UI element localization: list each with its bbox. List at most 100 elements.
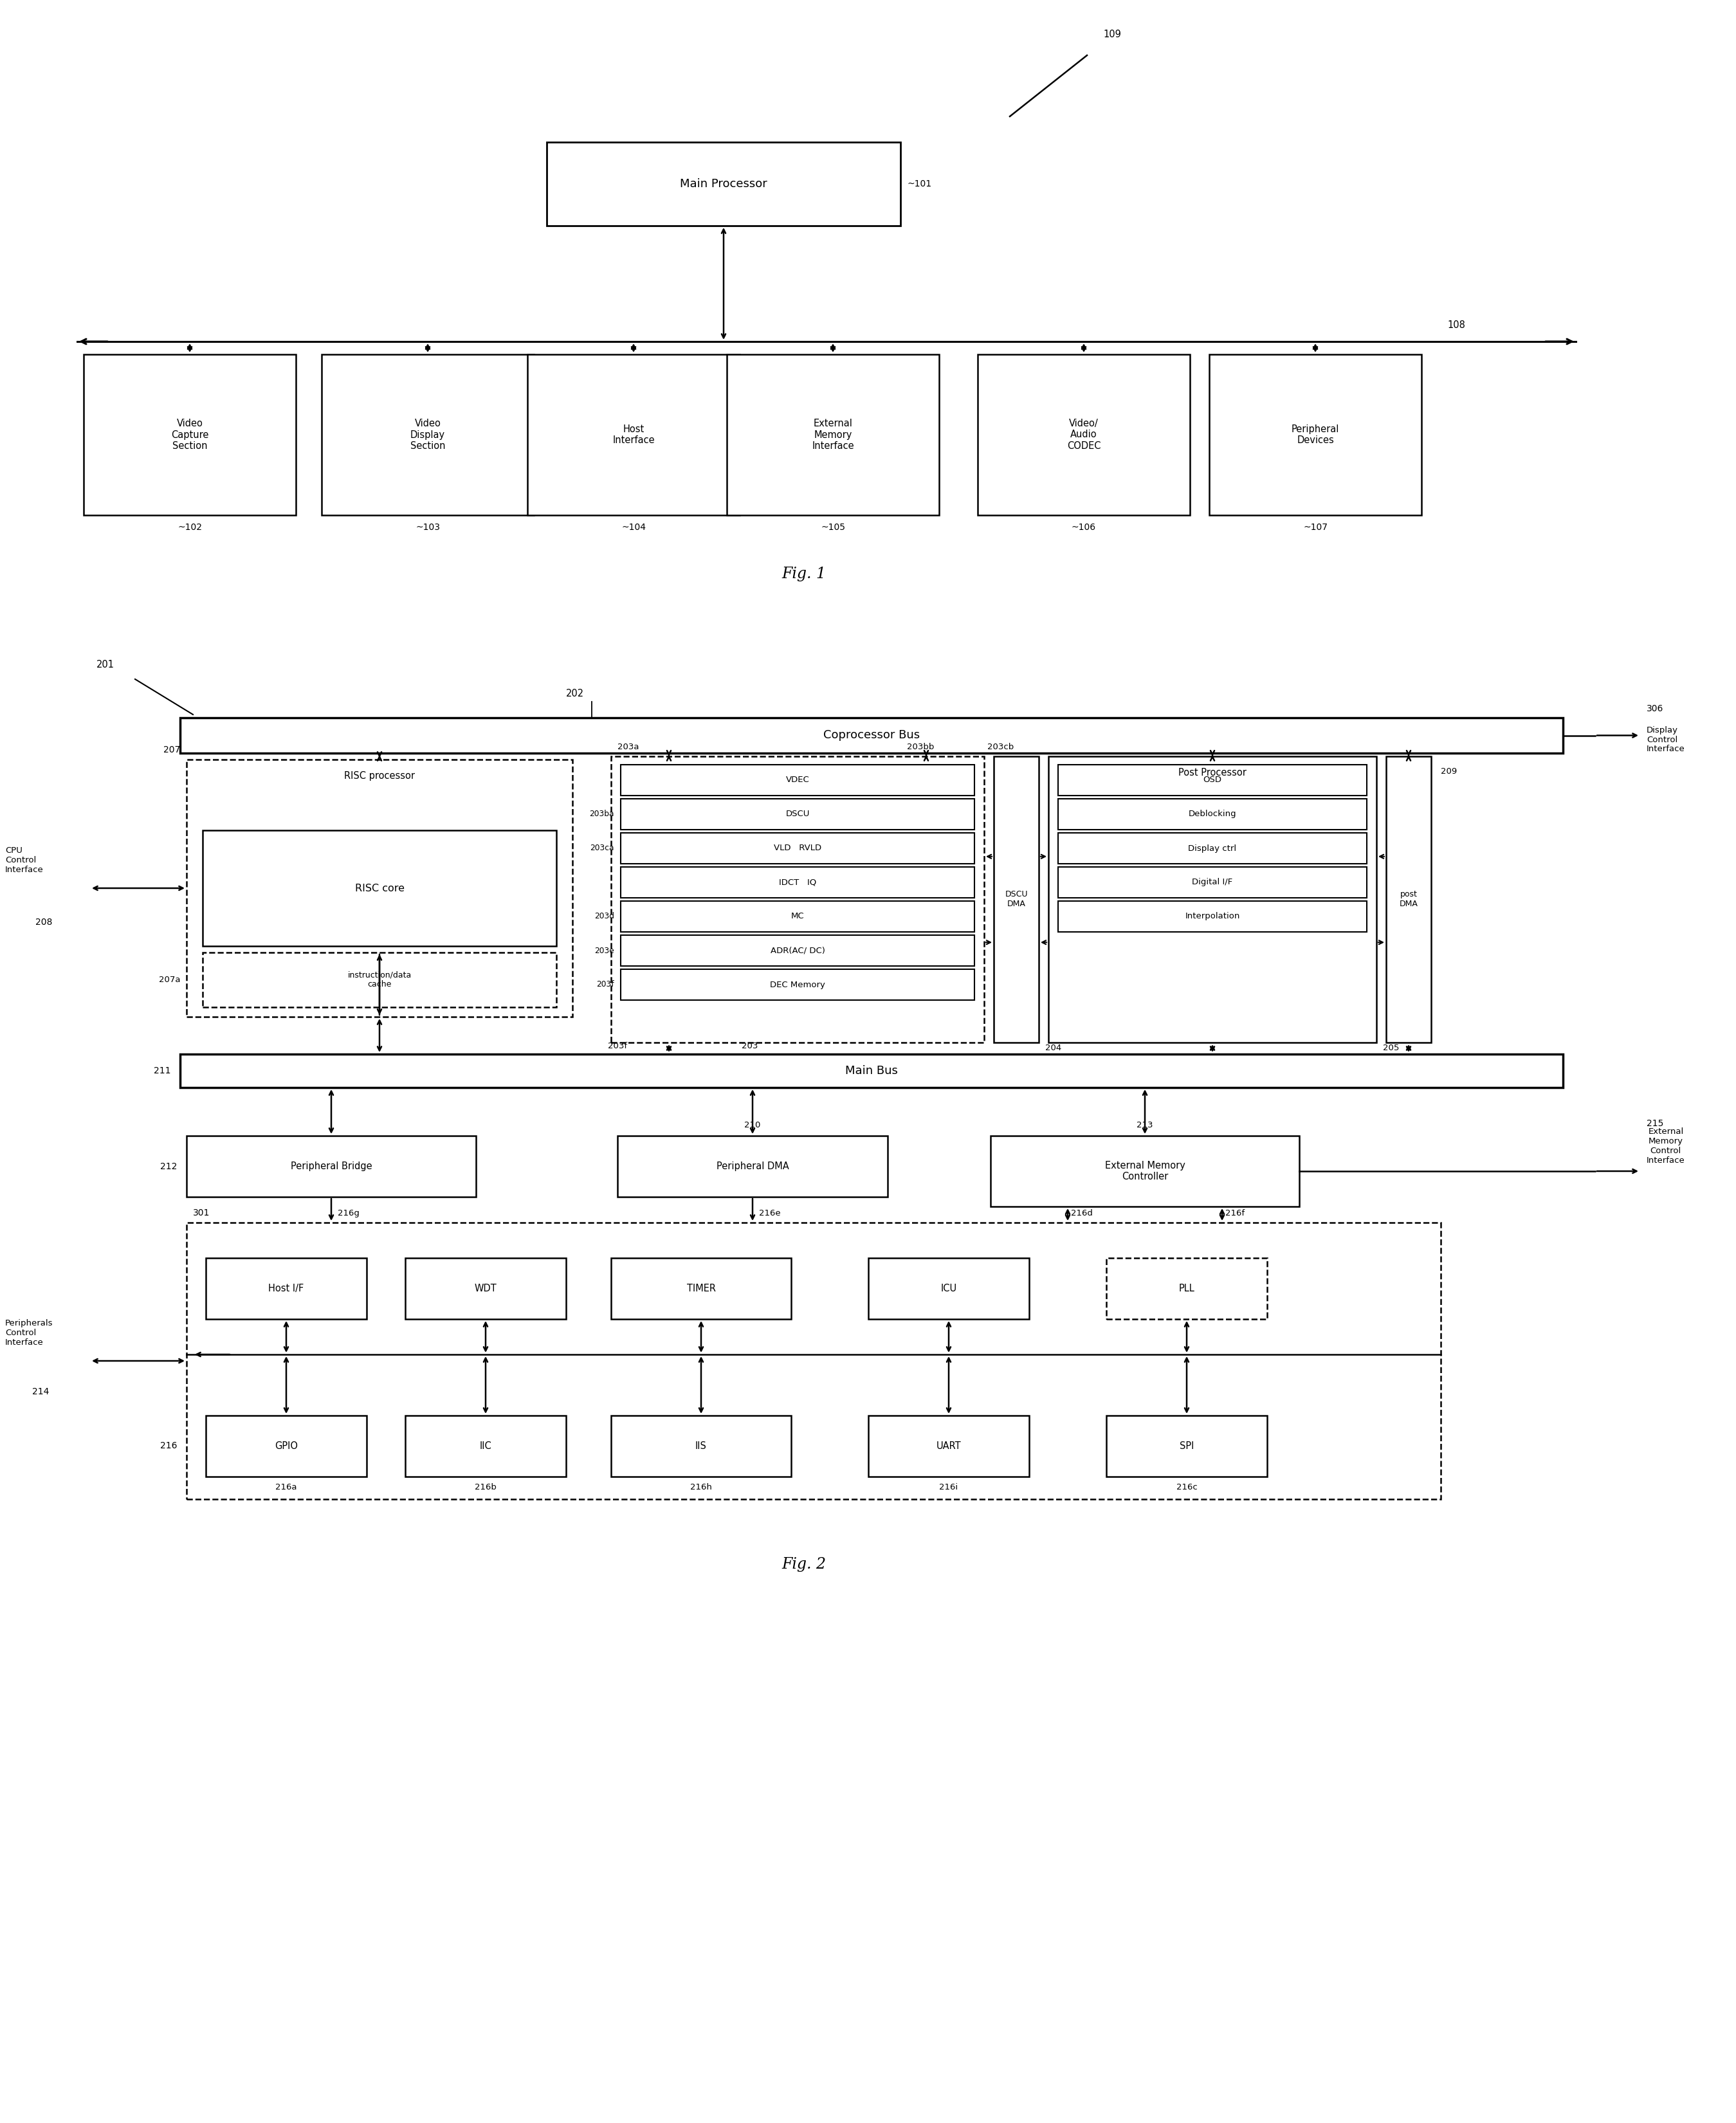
Text: VLD   RVLD: VLD RVLD (774, 845, 821, 853)
FancyBboxPatch shape (1049, 756, 1377, 1042)
Text: OSD: OSD (1203, 775, 1222, 783)
Text: ~101: ~101 (906, 180, 932, 189)
FancyBboxPatch shape (727, 355, 939, 516)
Text: 203f: 203f (608, 1042, 627, 1051)
Text: 214: 214 (33, 1386, 49, 1397)
Text: Interpolation: Interpolation (1186, 913, 1240, 921)
FancyBboxPatch shape (621, 934, 974, 966)
Text: 203cb: 203cb (988, 743, 1014, 752)
FancyBboxPatch shape (404, 1416, 566, 1478)
Text: IIS: IIS (696, 1442, 707, 1450)
Text: ADR(AC/ DC): ADR(AC/ DC) (771, 947, 825, 955)
Text: 212: 212 (160, 1161, 177, 1170)
Text: 205: 205 (1384, 1045, 1399, 1053)
Text: post
DMA: post DMA (1399, 890, 1418, 909)
Text: Display ctrl: Display ctrl (1187, 845, 1236, 853)
FancyBboxPatch shape (611, 756, 984, 1042)
Text: Host
Interface: Host Interface (613, 425, 654, 446)
Text: PLL: PLL (1179, 1284, 1194, 1293)
Text: 207a: 207a (158, 977, 181, 983)
FancyBboxPatch shape (1385, 756, 1430, 1042)
Text: 216g: 216g (339, 1210, 359, 1216)
FancyBboxPatch shape (993, 756, 1038, 1042)
Text: Digital I/F: Digital I/F (1193, 879, 1233, 887)
Text: 216h: 216h (691, 1484, 712, 1492)
FancyBboxPatch shape (621, 832, 974, 864)
Text: IIC: IIC (479, 1442, 491, 1450)
Text: 213: 213 (1137, 1121, 1153, 1129)
Text: Display
Control
Interface: Display Control Interface (1646, 726, 1686, 754)
Text: Fig. 1: Fig. 1 (781, 567, 826, 582)
Text: 203: 203 (741, 1042, 759, 1051)
FancyBboxPatch shape (611, 1416, 792, 1478)
Text: 216c: 216c (1177, 1484, 1198, 1492)
Text: 203a: 203a (618, 743, 639, 752)
Text: 109: 109 (1102, 30, 1121, 38)
FancyBboxPatch shape (83, 355, 295, 516)
Text: Peripheral
Devices: Peripheral Devices (1292, 425, 1338, 446)
FancyBboxPatch shape (203, 953, 556, 1006)
FancyBboxPatch shape (186, 1223, 1441, 1499)
Text: Coprocessor Bus: Coprocessor Bus (823, 730, 920, 741)
FancyBboxPatch shape (1057, 832, 1366, 864)
Text: 202: 202 (566, 688, 583, 698)
Text: ICU: ICU (941, 1284, 957, 1293)
Text: IDCT   IQ: IDCT IQ (779, 879, 816, 887)
Text: RISC core: RISC core (354, 883, 404, 894)
Text: DSCU: DSCU (786, 811, 809, 817)
FancyBboxPatch shape (181, 1055, 1562, 1087)
FancyBboxPatch shape (1057, 798, 1366, 830)
FancyBboxPatch shape (621, 798, 974, 830)
Text: 216b: 216b (474, 1484, 496, 1492)
Text: Video/
Audio
CODEC: Video/ Audio CODEC (1068, 418, 1101, 450)
FancyBboxPatch shape (868, 1416, 1029, 1478)
Text: Video
Display
Section: Video Display Section (410, 418, 444, 450)
Text: ~102: ~102 (177, 522, 201, 533)
FancyBboxPatch shape (621, 900, 974, 932)
Text: 201: 201 (97, 660, 115, 669)
FancyBboxPatch shape (547, 142, 901, 225)
FancyBboxPatch shape (207, 1259, 366, 1318)
Text: Host I/F: Host I/F (269, 1284, 304, 1293)
FancyBboxPatch shape (207, 1416, 366, 1478)
Text: 203e: 203e (594, 947, 615, 955)
FancyBboxPatch shape (1057, 866, 1366, 898)
Text: instruction/data
cache: instruction/data cache (347, 970, 411, 989)
Text: 209: 209 (1441, 766, 1457, 775)
FancyBboxPatch shape (186, 760, 573, 1017)
Text: SPI: SPI (1179, 1442, 1194, 1450)
Text: 203f: 203f (597, 981, 615, 989)
FancyBboxPatch shape (528, 355, 740, 516)
Text: 216: 216 (160, 1442, 177, 1450)
Text: Video
Capture
Section: Video Capture Section (170, 418, 208, 450)
FancyBboxPatch shape (611, 1259, 792, 1318)
FancyBboxPatch shape (186, 1136, 476, 1197)
Text: Main Processor: Main Processor (681, 178, 767, 189)
FancyBboxPatch shape (621, 866, 974, 898)
Text: ~107: ~107 (1304, 522, 1328, 533)
FancyBboxPatch shape (1210, 355, 1422, 516)
Text: 207: 207 (163, 745, 181, 754)
FancyBboxPatch shape (1106, 1259, 1267, 1318)
FancyBboxPatch shape (203, 830, 556, 947)
FancyBboxPatch shape (404, 1259, 566, 1318)
Text: 204: 204 (1045, 1045, 1061, 1053)
Text: Fig. 2: Fig. 2 (781, 1556, 826, 1571)
Text: External
Memory
Control
Interface: External Memory Control Interface (1646, 1127, 1686, 1166)
Text: 215: 215 (1646, 1119, 1663, 1127)
Text: 216e: 216e (759, 1210, 781, 1216)
Text: 203d: 203d (594, 913, 615, 921)
Text: External
Memory
Interface: External Memory Interface (812, 418, 854, 450)
Text: Peripherals
Control
Interface: Peripherals Control Interface (5, 1318, 54, 1346)
FancyBboxPatch shape (991, 1136, 1299, 1206)
Text: WDT: WDT (474, 1284, 496, 1293)
Text: ~103: ~103 (415, 522, 439, 533)
Text: 211: 211 (153, 1066, 170, 1076)
Text: External Memory
Controller: External Memory Controller (1104, 1161, 1186, 1183)
Text: 203ba: 203ba (590, 811, 615, 817)
Text: VDEC: VDEC (786, 775, 809, 783)
FancyBboxPatch shape (977, 355, 1189, 516)
Text: MC: MC (792, 913, 804, 921)
Text: Peripheral Bridge: Peripheral Bridge (290, 1161, 372, 1172)
Text: Deblocking: Deblocking (1189, 811, 1236, 817)
